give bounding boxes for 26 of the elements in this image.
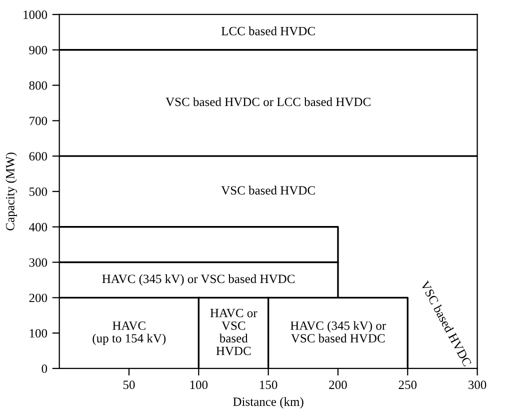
- y-axis-title: Capacity (MW): [6, 152, 17, 230]
- x-tick-label: 50: [123, 380, 135, 390]
- x-tick-label: 250: [398, 380, 417, 390]
- annotation: VSC based HVDC or LCC based HVDC: [166, 97, 370, 106]
- y-tick-label: 0: [42, 364, 48, 373]
- annotation: VSC based HVDC: [221, 186, 315, 195]
- y-tick-label: 100: [30, 329, 48, 338]
- y-tick-label: 500: [30, 188, 48, 196]
- x-tick-label: 200: [329, 380, 347, 390]
- annotation: HAVC (345 kV) or VSC based HVDC: [102, 274, 294, 286]
- x-tick-label: 150: [260, 380, 278, 390]
- y-tick-label: 300: [29, 258, 48, 267]
- x-axis-title: Distance (km): [233, 397, 304, 408]
- y-tick-label: 200: [29, 294, 48, 302]
- y-tick-label: 700: [30, 116, 48, 126]
- annotation: HAVC (345 kV) or VSC based HVDC: [290, 321, 386, 343]
- annotation: HAVC or VSC based HVDC: [210, 308, 258, 356]
- y-tick-label: 800: [29, 81, 48, 90]
- annotation: HAVC (up to 154 kV): [92, 321, 166, 346]
- y-tick-label: 1000: [24, 10, 48, 19]
- x-tick-label: 300: [468, 380, 486, 390]
- y-tick-label: 900: [29, 46, 48, 54]
- y-tick-label: 400: [29, 222, 48, 232]
- annotation: LCC based HVDC: [221, 26, 315, 36]
- y-tick-label: 600: [29, 152, 48, 161]
- x-tick-label: 100: [190, 380, 208, 390]
